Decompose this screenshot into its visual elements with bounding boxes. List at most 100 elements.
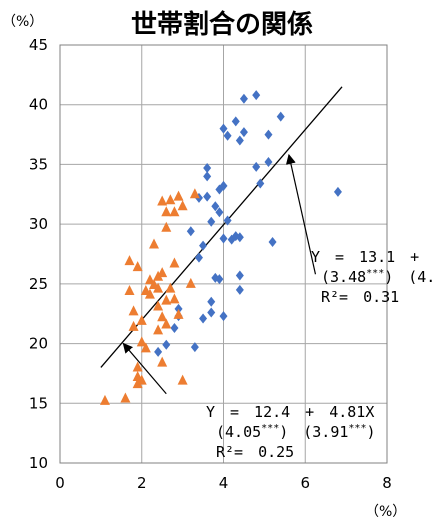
- tvalue-2: ) (4.54: [384, 268, 435, 286]
- triangle-point: [169, 257, 180, 268]
- diamond-point: [219, 180, 228, 191]
- diamond-point: [235, 135, 244, 146]
- tick-labels: 0 2 4 6 8 10 15 20 25 30 35 40 45: [29, 36, 392, 492]
- triangle-point: [153, 300, 164, 311]
- triangle-point: [161, 318, 172, 329]
- tvalue-2: ) (3.91: [279, 423, 348, 441]
- diamond-point: [199, 240, 208, 251]
- diamond-point: [207, 307, 216, 318]
- triangle-point: [173, 190, 184, 201]
- triangle-point: [140, 342, 151, 353]
- diamond-point: [170, 323, 179, 334]
- y-tick-label: 25: [29, 275, 48, 293]
- diamond-point: [239, 93, 248, 104]
- diamond-point: [231, 116, 240, 127]
- diamond-point: [235, 284, 244, 295]
- diamond-point: [194, 252, 203, 263]
- y-tick-label: 35: [29, 155, 48, 173]
- diamond-point: [264, 129, 273, 140]
- significance-stars: ***: [348, 423, 366, 434]
- triangle-point: [132, 361, 143, 372]
- triangle-point: [173, 308, 184, 319]
- triangle-point: [177, 200, 188, 211]
- diamond-point: [223, 215, 232, 226]
- y-tick-label: 20: [29, 335, 48, 353]
- tvalue-1: (4.05: [216, 423, 261, 441]
- triangle-point: [161, 221, 172, 232]
- r-squared-line: R²= 0.25: [216, 443, 294, 461]
- x-tick-label: 4: [219, 474, 229, 492]
- triangle-point: [144, 288, 155, 299]
- triangle-point: [157, 195, 168, 206]
- triangle-point: [165, 194, 176, 205]
- chart-title: 世帯割合の関係: [131, 9, 313, 40]
- triangle-point: [99, 394, 110, 405]
- tvalue-line: (4.05***) (3.91***): [216, 423, 376, 441]
- diamond-point: [223, 130, 232, 141]
- significance-stars: ***: [366, 268, 384, 279]
- r-squared-line: R²= 0.31: [321, 288, 399, 306]
- x-tick-label: 6: [300, 474, 310, 492]
- triangle-point: [189, 188, 200, 199]
- diamond-point: [235, 232, 244, 243]
- triangle-point: [157, 311, 168, 322]
- triangle-point: [124, 285, 135, 296]
- y-tick-label: 15: [29, 394, 48, 412]
- diamond-point: [264, 157, 273, 168]
- data-points: [99, 90, 342, 405]
- triangle-point: [128, 320, 139, 331]
- diamond-point: [186, 226, 195, 237]
- diamond-point: [333, 186, 342, 197]
- triangle-point: [153, 282, 164, 293]
- annotation-arrow: [285, 153, 317, 275]
- y-tick-label: 30: [29, 215, 48, 233]
- diamond-point: [154, 346, 163, 357]
- diamond-point: [211, 201, 220, 212]
- x-tick-label: 0: [55, 474, 65, 492]
- triangle-point: [153, 324, 164, 335]
- triangle-point: [124, 255, 135, 266]
- x-tick-label: 2: [137, 474, 147, 492]
- diamond-point: [190, 342, 199, 353]
- y-unit-label: （%）: [2, 14, 43, 30]
- diamond-point: [203, 163, 212, 174]
- triangle-point: [161, 294, 172, 305]
- diamond-point: [199, 313, 208, 324]
- diamond-point: [215, 274, 224, 285]
- triangle-point: [149, 238, 160, 249]
- significance-stars: ***: [261, 423, 279, 434]
- triangle-point: [185, 277, 196, 288]
- tvalue-close: ): [366, 423, 375, 441]
- x-tick-label: 8: [382, 474, 392, 492]
- x-unit-label: （%）: [365, 504, 406, 520]
- equation-line: Y = 12.4 + 4.81X: [206, 403, 374, 421]
- diamond-point: [268, 237, 277, 248]
- triangle-point: [165, 282, 176, 293]
- triangle-point: [144, 274, 155, 285]
- triangle-point: [169, 206, 180, 217]
- triangle-point: [157, 267, 168, 278]
- annotation-arrow: [122, 342, 167, 395]
- diamond-point: [215, 207, 224, 218]
- y-tick-label: 40: [29, 96, 48, 114]
- diamond-point: [203, 171, 212, 182]
- triangle-point: [136, 336, 147, 347]
- diamond-point: [252, 90, 261, 101]
- diamond-point: [252, 161, 261, 172]
- y-tick-label: 45: [29, 36, 48, 54]
- diamond-point: [162, 339, 171, 350]
- triangle-point: [136, 314, 147, 325]
- diamond-point: [256, 178, 265, 189]
- annotations: Y = 13.1 + 4.17X(3.48***) (4.54***)R²= 0…: [122, 153, 435, 461]
- tvalue-line: (3.48***) (4.54***): [321, 268, 435, 286]
- diamond-point: [235, 270, 244, 281]
- triangle-point: [157, 356, 168, 367]
- equation-line: Y = 13.1 + 4.17X: [311, 248, 435, 266]
- diamond-point: [219, 123, 228, 134]
- diamond-point: [203, 191, 212, 202]
- triangle-point: [177, 374, 188, 385]
- tvalue-1: (3.48: [321, 268, 366, 286]
- diamond-point: [207, 296, 216, 307]
- triangle-point: [169, 293, 180, 304]
